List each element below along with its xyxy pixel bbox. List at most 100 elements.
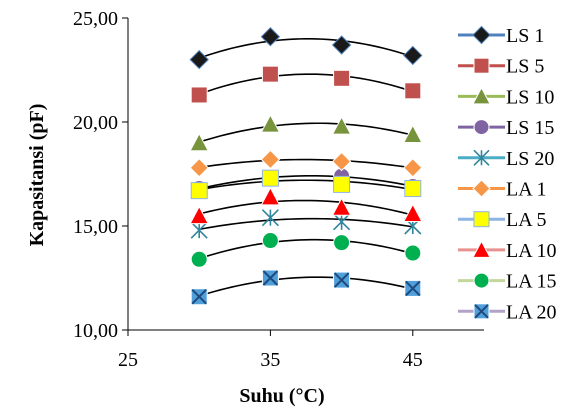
marker-shape <box>189 158 209 178</box>
legend-label: LS 10 <box>506 86 554 108</box>
axes: 10,00 15,00 20,00 25,00 25 35 45 <box>73 8 484 371</box>
data-point <box>333 175 351 193</box>
data-point <box>261 169 279 187</box>
marker-x <box>262 270 279 286</box>
data-point <box>190 221 208 239</box>
data-point <box>260 186 281 206</box>
data-point <box>261 269 279 287</box>
marker-shape <box>472 240 491 258</box>
marker-shape <box>473 272 490 289</box>
marker-shape <box>473 149 490 166</box>
data-point <box>261 65 279 83</box>
legend-marker <box>472 179 491 198</box>
marker-shape <box>331 35 352 55</box>
marker-shape <box>402 124 423 143</box>
data-point <box>190 250 208 268</box>
legend-item: LS 15 <box>458 117 554 139</box>
legend-label: LA 5 <box>506 209 547 231</box>
x-tick-label: 35 <box>260 349 280 371</box>
marker-shape <box>404 244 422 262</box>
legend-label: LA 20 <box>506 301 557 323</box>
data-point <box>333 213 351 231</box>
marker-shape <box>190 86 208 104</box>
marker-shape <box>190 182 208 200</box>
trendline <box>199 179 413 191</box>
marker-shape <box>261 65 279 83</box>
y-axis-title: Kapasitansi (pF) <box>26 104 48 247</box>
data-markers <box>189 27 423 306</box>
legend-marker <box>472 86 491 105</box>
legend-marker <box>472 25 491 45</box>
y-tick-label: 20,00 <box>73 112 118 134</box>
legend-item: LS 10 <box>458 86 554 108</box>
marker-shape <box>403 158 423 178</box>
trendline <box>199 158 413 169</box>
data-point <box>404 244 422 262</box>
data-point <box>260 114 281 133</box>
marker-x <box>333 272 350 288</box>
x-tick-label: 45 <box>403 349 423 371</box>
marker-shape <box>473 211 490 228</box>
trendline <box>199 199 414 216</box>
data-point <box>189 205 210 225</box>
marker-shape <box>331 197 352 216</box>
marker-shape <box>472 86 491 105</box>
marker-shape <box>404 180 422 198</box>
legend-label: LA 15 <box>506 271 557 293</box>
legend-marker <box>473 119 490 136</box>
marker-shape <box>189 132 210 152</box>
data-point <box>190 86 208 104</box>
data-point <box>404 82 422 100</box>
data-point <box>331 35 352 55</box>
legend-label: LA 1 <box>506 179 547 201</box>
trendline <box>198 276 413 297</box>
marker-shape <box>472 179 491 198</box>
data-point <box>189 49 209 70</box>
legend-item: LA 5 <box>458 209 547 231</box>
legend-label: LS 20 <box>506 148 554 170</box>
legend: LS 1 LS 5 LS 10 LS 15 LS 20 LA 1 LA 5 LA 10 LA 1… <box>458 25 557 323</box>
data-point <box>402 124 423 143</box>
data-point <box>331 197 352 216</box>
marker-shape <box>260 114 281 133</box>
data-point <box>404 279 422 297</box>
marker-shape <box>260 149 281 170</box>
legend-item: LA 1 <box>458 179 547 201</box>
marker-shape <box>261 169 279 187</box>
trendline <box>198 238 414 260</box>
data-point <box>333 234 351 252</box>
data-point <box>331 151 352 172</box>
legend-item: LA 20 <box>458 301 557 323</box>
marker-shape <box>333 234 351 252</box>
data-point <box>190 182 208 200</box>
trendline <box>199 174 413 190</box>
legend-marker <box>473 272 490 289</box>
legend-marker <box>473 149 490 166</box>
marker-shape <box>333 175 351 193</box>
legend-label: LS 15 <box>506 117 554 139</box>
data-point <box>189 132 210 152</box>
marker-x <box>474 304 489 319</box>
marker-shape <box>189 205 210 225</box>
marker-shape <box>331 151 352 172</box>
marker-shape <box>333 69 351 87</box>
marker-shape <box>473 57 490 74</box>
data-point <box>261 209 279 227</box>
data-point <box>261 232 279 250</box>
legend-item: LS 20 <box>458 148 554 170</box>
data-point <box>260 149 281 170</box>
y-tick-label: 25,00 <box>73 8 118 30</box>
data-point <box>331 116 352 135</box>
legend-label: LS 5 <box>506 56 544 78</box>
trendline <box>199 217 413 231</box>
marker-shape <box>472 25 491 45</box>
marker-shape <box>473 119 490 136</box>
data-point <box>403 158 423 178</box>
legend-label: LS 1 <box>506 25 544 47</box>
marker-shape <box>402 203 423 223</box>
legend-item: LS 5 <box>458 56 544 78</box>
data-point <box>189 158 209 178</box>
marker-shape <box>261 232 279 250</box>
x-axis-title: Suhu (°C) <box>239 385 324 407</box>
